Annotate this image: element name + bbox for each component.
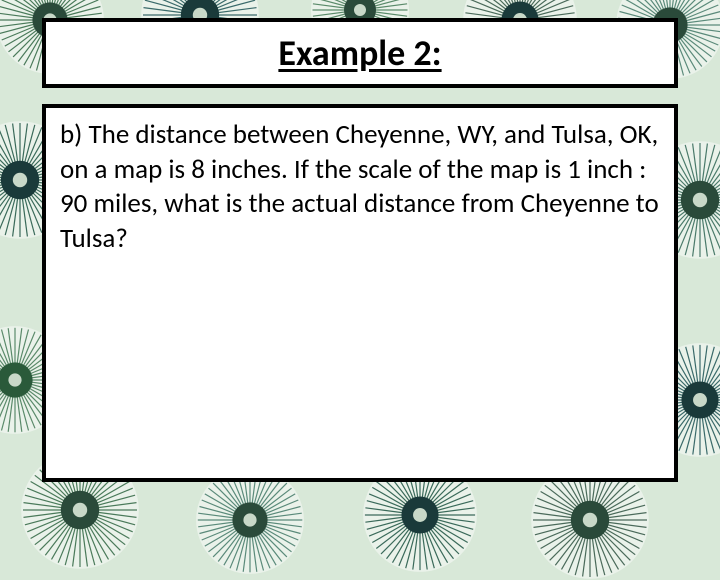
body-text: b) The distance between Cheyenne, WY, an… xyxy=(60,118,660,256)
title-box: Example 2: xyxy=(42,18,678,88)
body-box: b) The distance between Cheyenne, WY, an… xyxy=(42,104,678,482)
title-text: Example 2: xyxy=(278,31,441,75)
